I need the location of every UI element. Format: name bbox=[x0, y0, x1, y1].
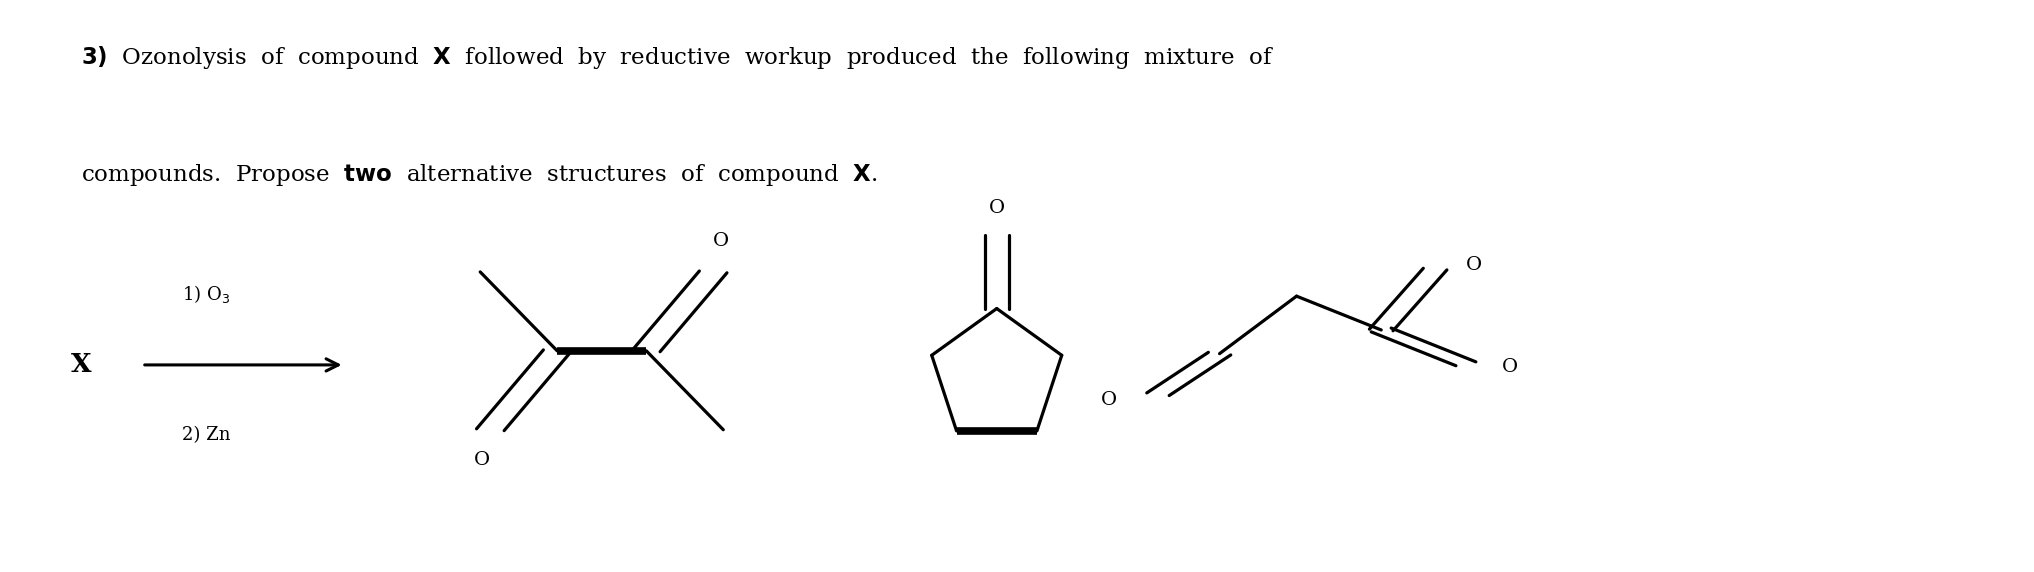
Text: $\mathbf{3)}$  Ozonolysis  of  compound  $\mathbf{X}$  followed  by  reductive  : $\mathbf{3)}$ Ozonolysis of compound $\m… bbox=[81, 43, 1275, 70]
Text: 1) O$_3$: 1) O$_3$ bbox=[183, 284, 230, 305]
Text: O: O bbox=[989, 199, 1005, 217]
Text: X: X bbox=[71, 352, 92, 378]
Text: 2) Zn: 2) Zn bbox=[183, 426, 232, 444]
Text: O: O bbox=[1503, 358, 1519, 376]
Text: O: O bbox=[1100, 391, 1117, 409]
Text: O: O bbox=[474, 451, 490, 469]
Text: O: O bbox=[714, 232, 730, 251]
Text: O: O bbox=[1464, 256, 1481, 273]
Text: compounds.  Propose  $\mathit{\mathbf{two}}$  alternative  structures  of  compo: compounds. Propose $\mathit{\mathbf{two}… bbox=[81, 162, 877, 188]
